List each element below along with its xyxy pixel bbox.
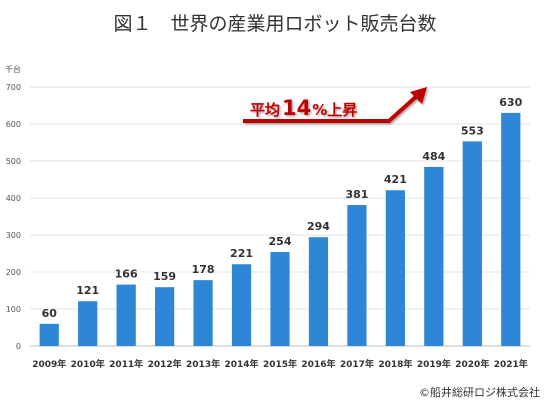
data-label: 178 (192, 263, 215, 276)
x-tick-label: 2015年 (263, 358, 297, 370)
x-tick-label: 2014年 (225, 358, 259, 370)
data-label: 630 (499, 96, 522, 109)
bar-2012年 (155, 287, 175, 346)
data-label: 421 (384, 173, 407, 186)
bar-2010年 (78, 301, 98, 346)
data-label: 221 (230, 247, 253, 260)
x-axis: 2009年 2010年 2011年 2012年 2013年 2014年 2015年 2016年… (32, 358, 528, 370)
bar-2009年 (39, 323, 59, 346)
y-tick-label: 700 (6, 83, 21, 92)
data-label: 254 (269, 235, 292, 248)
y-tick-label: 300 (6, 231, 21, 240)
data-label: 381 (345, 188, 368, 201)
y-tick-label: 500 (6, 157, 21, 166)
bar-2011年 (116, 284, 136, 346)
x-tick-label: 2010年 (71, 358, 105, 370)
data-labels: 60 121 166 159 178 221 254 294 381 421 484 553 630 (42, 96, 523, 320)
callout-number: 14 (282, 96, 311, 120)
data-label: 294 (307, 220, 330, 233)
growth-callout: 平均14%上昇 (243, 87, 427, 123)
bar-2021年 (501, 112, 521, 347)
bar-2017年 (347, 205, 367, 346)
y-unit-label: 千台 (5, 64, 21, 74)
y-axis: 0 100 200 300 400 500 600 700 (6, 83, 21, 351)
data-label: 60 (42, 307, 58, 320)
data-label: 121 (76, 284, 99, 297)
y-tick-label: 200 (6, 268, 21, 277)
growth-arrow-head (410, 87, 427, 104)
x-tick-label: 2017年 (340, 358, 374, 370)
callout-prefix: 平均 (250, 101, 280, 119)
x-tick-label: 2019年 (417, 358, 451, 370)
bar-2016年 (308, 237, 329, 346)
growth-arrow-line (243, 92, 421, 123)
x-tick-label: 2009年 (32, 358, 66, 370)
data-label: 484 (422, 150, 445, 163)
x-tick-label: 2012年 (148, 358, 182, 370)
x-tick-label: 2020年 (455, 358, 489, 370)
x-tick-label: 2016年 (301, 358, 335, 370)
bar-2018年 (385, 190, 405, 346)
y-tick-label: 400 (6, 194, 21, 203)
x-tick-label: 2011年 (109, 358, 143, 370)
chart-title: 図１ 世界の産業用ロボット販売台数 (113, 13, 436, 35)
y-tick-label: 600 (6, 120, 21, 129)
bars (39, 112, 521, 347)
bar-2020年 (462, 141, 482, 346)
x-tick-label: 2021年 (494, 358, 528, 370)
data-label: 159 (153, 270, 176, 283)
x-tick-label: 2018年 (378, 358, 412, 370)
bar-2019年 (424, 166, 444, 346)
x-tick-label: 2013年 (186, 358, 220, 370)
bar-2015年 (270, 252, 290, 346)
data-label: 166 (115, 268, 138, 281)
data-label: 553 (461, 124, 484, 137)
growth-callout-text: 平均14%上昇 (250, 96, 357, 120)
bar-2014年 (231, 264, 252, 346)
y-tick-label: 100 (6, 305, 21, 314)
callout-suffix: %上昇 (312, 101, 357, 119)
bar-2013年 (193, 280, 213, 346)
copyright-credit: ©船井総研ロジ株式会社 (419, 385, 540, 399)
y-tick-label: 0 (16, 342, 21, 351)
